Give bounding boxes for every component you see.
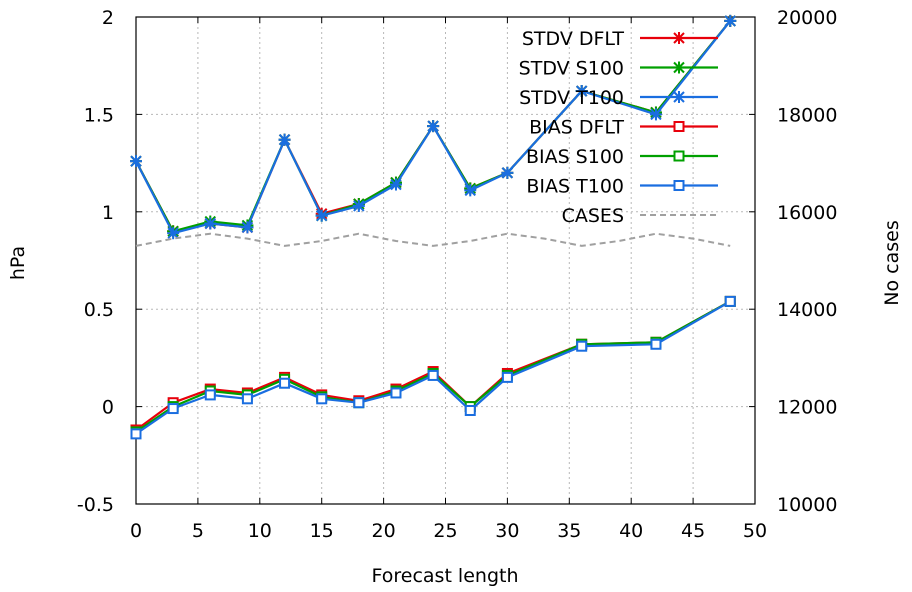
- legend-marker: [673, 32, 685, 44]
- data-point: [724, 295, 736, 307]
- legend-marker: [673, 91, 685, 103]
- data-point: [464, 404, 476, 416]
- series-bias-t100: [130, 295, 736, 440]
- data-point: [576, 340, 588, 352]
- legend: STDV DFLT STDV S100 STDV T100 BIAS DFLT BIAS…: [519, 28, 718, 227]
- data-point: [501, 371, 513, 383]
- y2-tick-label: 14000: [777, 299, 837, 321]
- data-point: [353, 397, 365, 409]
- data-point: [130, 155, 142, 168]
- series-line: [135, 232, 731, 247]
- x-tick-label: 10: [248, 520, 272, 542]
- y2-tick-label: 10000: [777, 494, 837, 516]
- y-tick-label: 0.5: [84, 299, 114, 321]
- legend-marker: [673, 61, 685, 74]
- series-line: [135, 300, 731, 431]
- data-point: [204, 217, 217, 230]
- data-point: [316, 393, 328, 405]
- x-tick-label: 45: [681, 520, 705, 542]
- data-point: [167, 403, 179, 415]
- data-point: [279, 377, 291, 389]
- data-point: [130, 428, 142, 440]
- series-stdv-t100: [130, 14, 737, 240]
- legend-marker: [673, 180, 685, 191]
- series-cases: [135, 232, 731, 247]
- y2-tick-label: 12000: [777, 397, 837, 419]
- data-point: [278, 133, 291, 146]
- data-point: [315, 209, 328, 222]
- legend-label: BIAS DFLT: [529, 117, 624, 139]
- x-tick-label: 0: [130, 520, 142, 542]
- data-point: [167, 227, 180, 240]
- series-layer: [130, 14, 737, 440]
- legend-label: BIAS S100: [526, 146, 624, 168]
- y-tick-label: 1.5: [84, 104, 114, 126]
- data-point: [427, 369, 439, 381]
- legend-marker: [673, 150, 685, 162]
- x-tick-label: 20: [372, 520, 396, 542]
- plot-frame: [135, 16, 756, 505]
- data-point: [649, 108, 662, 121]
- x-tick-label: 25: [433, 520, 457, 542]
- axis-ticks: 0 5 10 15 20 25 30 35 40 45 50 -0.5 0 0.5 1 1.5 2 10000 12…: [77, 7, 838, 542]
- data-point: [241, 221, 254, 234]
- legend-label: BIAS T100: [526, 176, 624, 198]
- legend-label: STDV T100: [519, 87, 624, 109]
- y-tick-label: 1: [102, 202, 114, 224]
- data-point: [390, 387, 402, 399]
- x-tick-label: 40: [619, 520, 643, 542]
- series-line: [135, 300, 731, 435]
- y-tick-label: 2: [102, 7, 114, 29]
- legend-label: CASES: [562, 205, 624, 227]
- series-bias-dflt: [130, 295, 736, 436]
- legend-label: STDV S100: [519, 58, 624, 80]
- x-axis-title: Forecast length: [372, 565, 519, 587]
- data-point: [575, 85, 588, 98]
- x-tick-label: 50: [743, 520, 767, 542]
- y2-tick-label: 20000: [777, 7, 837, 29]
- legend-marker: [673, 121, 685, 132]
- series-line: [135, 20, 732, 235]
- grid-lines: [136, 17, 755, 504]
- data-point: [241, 393, 253, 405]
- data-point: [464, 184, 477, 197]
- data-point: [650, 338, 662, 350]
- data-point: [204, 389, 216, 401]
- y2-axis-title: No cases: [881, 220, 903, 305]
- data-point: [352, 199, 365, 212]
- y-axis-title: hPa: [7, 246, 29, 280]
- y-tick-label: -0.5: [77, 494, 114, 516]
- x-tick-label: 5: [192, 520, 204, 542]
- data-point: [501, 166, 514, 179]
- x-tick-label: 30: [495, 520, 519, 542]
- y2-tick-label: 16000: [777, 202, 837, 224]
- x-tick-label: 35: [557, 520, 581, 542]
- y2-tick-label: 18000: [777, 104, 837, 126]
- data-point: [724, 14, 737, 27]
- x-tick-label: 15: [310, 520, 334, 542]
- y-tick-label: 0: [102, 397, 114, 419]
- data-point: [389, 178, 402, 191]
- data-point: [427, 120, 440, 133]
- legend-label: STDV DFLT: [522, 28, 625, 50]
